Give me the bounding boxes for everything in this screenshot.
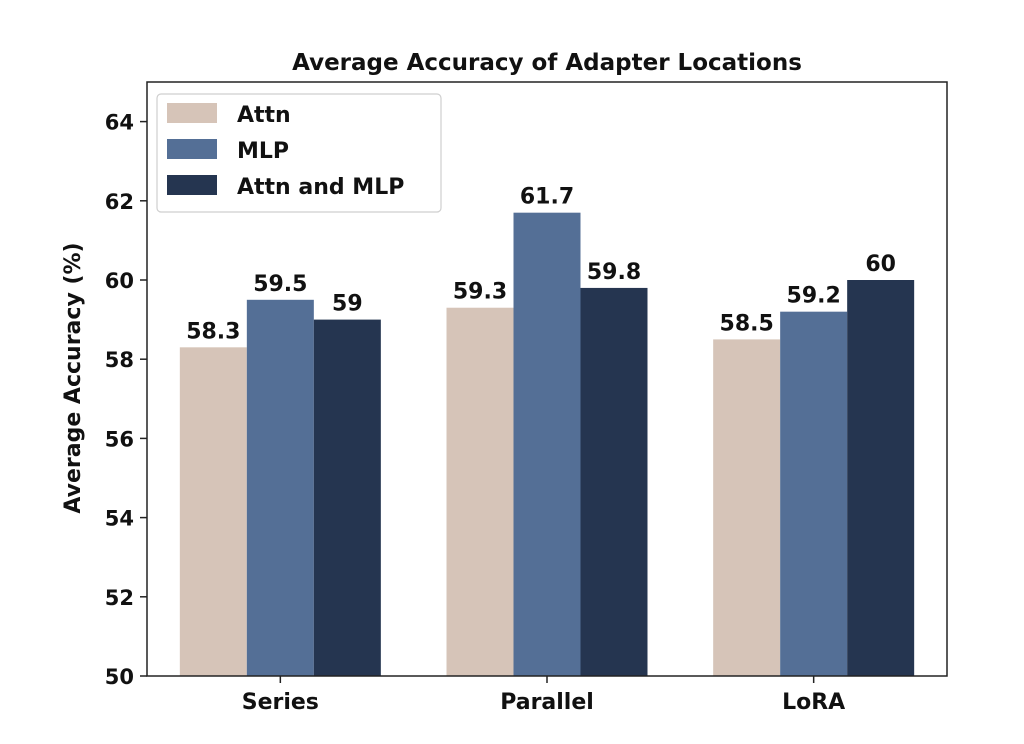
data-label: 59 [332,292,363,317]
data-label: 59.3 [453,280,507,305]
data-label: 59.5 [253,272,307,297]
legend-label: Attn and MLP [237,175,404,200]
bar-attn-parallel [446,307,514,676]
data-label: 59.2 [787,284,841,309]
bar-attn-and-mlp-lora [847,280,915,676]
bar-mlp-parallel [513,212,581,676]
bar-attn-lora [713,339,781,676]
data-label: 61.7 [520,185,574,210]
plot-frame [146,81,948,677]
bar-mlp-lora [780,311,848,676]
bars-group [179,212,915,676]
data-label: 60 [865,252,896,277]
legend-label: Attn [237,103,291,128]
bar-attn-and-mlp-parallel [580,287,648,676]
legend-label: MLP [237,139,289,164]
y-tick-label: 62 [105,190,134,214]
y-tick-label: 60 [105,269,134,293]
y-tick-label: 54 [105,507,134,531]
legend-swatch [167,103,217,123]
axes-group: Series Parallel LoRA 50 52 54 56 58 60 62 64 [105,81,948,715]
y-tick-label: 64 [105,111,134,135]
chart-title: Average Accuracy of Adapter Locations [292,50,802,76]
x-tick-label: LoRA [782,690,845,715]
bar-attn-and-mlp-series [313,319,381,676]
y-tick-label: 58 [105,348,134,372]
y-tick-label: 50 [105,665,134,689]
data-labels-group: 58.3 59.5 59 59.3 61.7 59.8 58.5 59.2 60 [186,185,896,345]
data-label: 59.8 [587,260,641,285]
data-label: 58.3 [186,319,240,344]
x-tick-label: Series [242,690,319,715]
bar-attn-series [179,347,247,676]
y-tick-label: 52 [105,586,134,610]
legend-swatch [167,139,217,159]
legend: Attn MLP Attn and MLP [156,93,442,213]
bar-mlp-series [246,299,314,676]
data-label: 58.5 [720,311,774,336]
y-axis-title: Average Accuracy (%) [61,242,86,513]
legend-swatch [167,175,217,195]
legend-box [156,93,442,213]
y-tick-label: 56 [105,427,134,451]
x-tick-label: Parallel [500,690,594,715]
